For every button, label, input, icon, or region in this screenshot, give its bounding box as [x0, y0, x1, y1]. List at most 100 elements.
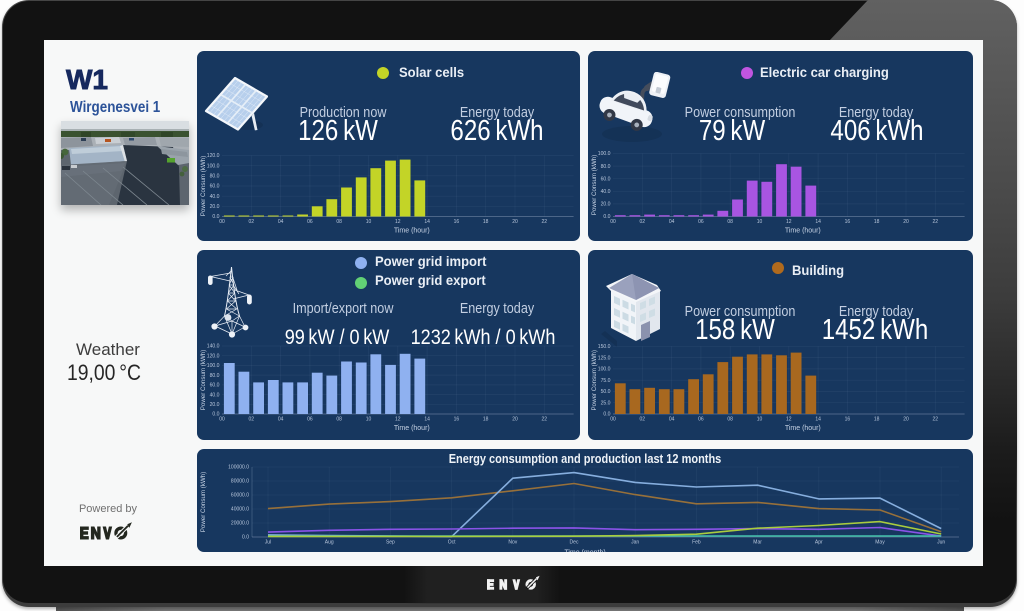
svg-text:18: 18: [874, 219, 880, 225]
svg-text:22: 22: [933, 416, 939, 422]
svg-text:100.0: 100.0: [598, 367, 611, 373]
svg-text:Time (hour): Time (hour): [785, 228, 821, 235]
svg-text:Power Consum (kWh): Power Consum (kWh): [591, 155, 598, 216]
svg-text:22: 22: [933, 219, 939, 225]
svg-text:120.0: 120.0: [207, 153, 220, 159]
svg-text:02: 02: [249, 416, 255, 422]
svg-text:10: 10: [757, 416, 763, 422]
svg-text:08: 08: [727, 219, 733, 225]
svg-text:60000.0: 60000.0: [231, 493, 249, 499]
svg-text:16: 16: [845, 416, 851, 422]
svg-text:16: 16: [454, 219, 460, 225]
svg-text:06: 06: [698, 219, 704, 225]
svg-text:40.0: 40.0: [210, 392, 220, 398]
svg-text:Time (hour): Time (hour): [394, 425, 430, 432]
svg-text:Feb: Feb: [692, 540, 701, 546]
svg-text:Aug: Aug: [325, 540, 334, 546]
svg-text:Power Consum (kWh): Power Consum (kWh): [200, 156, 207, 217]
svg-text:Mar: Mar: [753, 540, 762, 546]
svg-text:16: 16: [454, 416, 460, 422]
svg-text:04: 04: [669, 219, 675, 225]
svg-text:Power Consum (kWh): Power Consum (kWh): [591, 350, 598, 411]
svg-text:00: 00: [219, 219, 225, 225]
svg-text:Oct: Oct: [448, 540, 456, 546]
svg-text:80000.0: 80000.0: [231, 479, 249, 485]
svg-text:06: 06: [307, 219, 313, 225]
svg-text:12: 12: [786, 416, 792, 422]
svg-text:40.0: 40.0: [601, 189, 611, 195]
svg-text:04: 04: [669, 416, 675, 422]
svg-text:08: 08: [336, 219, 342, 225]
svg-text:120.0: 120.0: [207, 353, 220, 359]
svg-text:60.0: 60.0: [601, 176, 611, 182]
svg-text:12: 12: [786, 219, 792, 225]
svg-text:Time (hour): Time (hour): [394, 228, 430, 235]
svg-text:04: 04: [278, 219, 284, 225]
svg-text:Time (hour): Time (hour): [785, 425, 821, 432]
svg-text:14: 14: [424, 416, 430, 422]
svg-text:Time (month): Time (month): [564, 550, 605, 553]
svg-text:06: 06: [307, 416, 313, 422]
svg-text:125.0: 125.0: [598, 355, 611, 361]
svg-text:Jun: Jun: [937, 540, 945, 546]
svg-text:20.0: 20.0: [210, 402, 220, 408]
svg-text:20: 20: [903, 416, 909, 422]
svg-text:20: 20: [512, 416, 518, 422]
svg-text:10: 10: [366, 219, 372, 225]
svg-text:150.0: 150.0: [598, 344, 611, 350]
svg-text:12: 12: [395, 416, 401, 422]
svg-text:02: 02: [249, 219, 255, 225]
svg-text:50.0: 50.0: [601, 389, 611, 395]
svg-text:75.0: 75.0: [601, 378, 611, 384]
svg-text:25.0: 25.0: [601, 400, 611, 406]
svg-text:Power Consum (kWh): Power Consum (kWh): [200, 472, 207, 533]
svg-text:10: 10: [366, 416, 372, 422]
svg-text:0.0: 0.0: [603, 412, 610, 418]
svg-text:14: 14: [424, 219, 430, 225]
svg-text:80.0: 80.0: [210, 174, 220, 180]
svg-text:02: 02: [640, 416, 646, 422]
svg-text:60.0: 60.0: [210, 184, 220, 190]
svg-text:08: 08: [336, 416, 342, 422]
svg-text:80.0: 80.0: [210, 373, 220, 379]
svg-text:22: 22: [542, 219, 548, 225]
svg-text:40.0: 40.0: [210, 194, 220, 200]
svg-text:Apr: Apr: [815, 540, 823, 546]
svg-text:20.0: 20.0: [601, 202, 611, 208]
svg-text:Nov: Nov: [508, 540, 517, 546]
svg-text:00: 00: [219, 416, 225, 422]
svg-text:14: 14: [815, 219, 821, 225]
svg-text:16: 16: [845, 219, 851, 225]
svg-text:Sep: Sep: [386, 540, 395, 546]
svg-text:100.0: 100.0: [207, 163, 220, 169]
svg-text:06: 06: [698, 416, 704, 422]
svg-text:60.0: 60.0: [210, 383, 220, 389]
svg-text:140.0: 140.0: [207, 344, 220, 350]
svg-text:80.0: 80.0: [601, 164, 611, 170]
svg-text:02: 02: [640, 219, 646, 225]
svg-text:22: 22: [542, 416, 548, 422]
svg-text:0.0: 0.0: [212, 412, 219, 418]
svg-text:100.0: 100.0: [207, 363, 220, 369]
svg-text:40000.0: 40000.0: [231, 507, 249, 513]
svg-text:May: May: [875, 540, 885, 546]
svg-text:20.0: 20.0: [210, 204, 220, 210]
svg-text:Dec: Dec: [570, 540, 579, 546]
svg-text:04: 04: [278, 416, 284, 422]
svg-text:Jul: Jul: [265, 540, 271, 546]
svg-text:14: 14: [815, 416, 821, 422]
svg-text:08: 08: [727, 416, 733, 422]
svg-text:18: 18: [874, 416, 880, 422]
svg-text:18: 18: [483, 416, 489, 422]
svg-text:100.0: 100.0: [598, 151, 611, 157]
svg-text:Jan: Jan: [631, 540, 639, 546]
svg-text:100000.0: 100000.0: [228, 465, 249, 471]
svg-text:0.0: 0.0: [603, 214, 610, 220]
svg-text:00: 00: [610, 416, 616, 422]
svg-text:00: 00: [610, 219, 616, 225]
svg-text:20: 20: [903, 219, 909, 225]
svg-text:10: 10: [757, 219, 763, 225]
svg-text:0.0: 0.0: [212, 214, 219, 220]
svg-text:12: 12: [395, 219, 401, 225]
svg-text:18: 18: [483, 219, 489, 225]
